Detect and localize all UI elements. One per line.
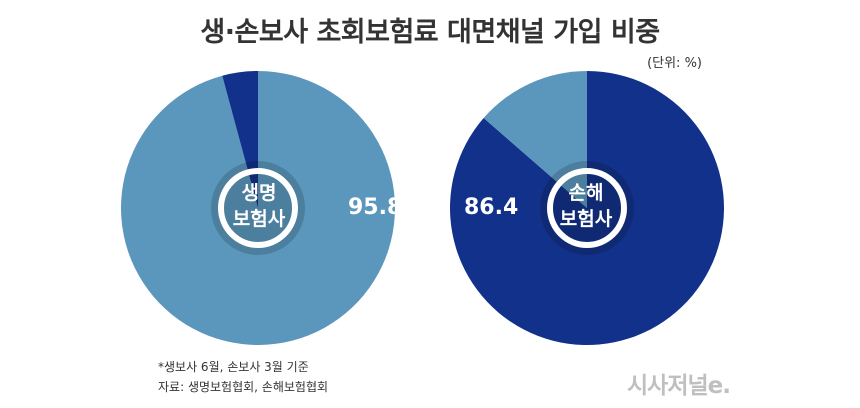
publisher-logo: 시사저널e. xyxy=(627,373,731,399)
chart-title: 생·손보사 초회보험료 대면채널 가입 비중 xyxy=(200,17,660,48)
pie-0-center-ring xyxy=(218,168,298,248)
pie-1-slice-0 xyxy=(449,71,725,346)
unit-label: (단위: %) xyxy=(647,56,702,71)
center-label-life: 생명 보험사 xyxy=(189,180,329,232)
pie-1-center-shadow xyxy=(540,161,634,255)
footnote-basis: *생보사 6월, 손보사 3월 기준 xyxy=(158,360,309,374)
center-label-nonlife: 손해 보험사 xyxy=(516,180,656,232)
pie-1-center-ring xyxy=(547,168,627,248)
footnote-source: 자료: 생명보험협회, 손해보험협회 xyxy=(158,380,329,394)
value-label-nonlife: 86.4 xyxy=(464,195,519,220)
pie-0-center-shadow xyxy=(211,161,305,255)
center-label-nonlife-line2: 보험사 xyxy=(559,208,613,230)
pie-1-slice-1 xyxy=(483,71,587,208)
center-label-life-line2: 보험사 xyxy=(232,208,286,230)
value-label-life: 95.8 xyxy=(348,195,403,220)
center-label-life-line1: 생명 xyxy=(241,182,277,204)
center-label-nonlife-line1: 손해 xyxy=(568,182,604,204)
